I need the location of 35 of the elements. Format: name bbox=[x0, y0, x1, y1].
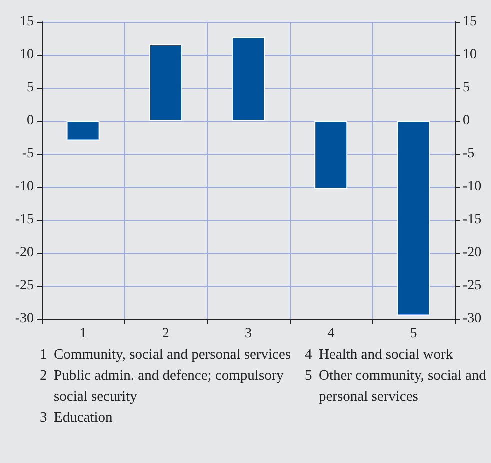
text: 3 Education bbox=[40, 409, 113, 428]
y2-tick-label: 15 bbox=[463, 14, 477, 30]
y2-tick-label: 10 bbox=[463, 48, 477, 62]
y2-tick-label: -30 bbox=[463, 312, 482, 326]
text: 2 Public admin. and defence; compulsory social security bbox=[40, 367, 285, 407]
y-tick-label: 5 bbox=[27, 80, 34, 96]
x-tick-label: 5 bbox=[410, 326, 418, 342]
bar bbox=[232, 37, 266, 121]
bar bbox=[149, 44, 182, 121]
y-tick-label: 15 bbox=[20, 14, 34, 30]
y-tick-label: 0 bbox=[27, 114, 34, 128]
y-tick-label: -30 bbox=[15, 312, 34, 326]
y2-tick-label: 5 bbox=[463, 80, 470, 96]
y-tick-label: -5 bbox=[22, 146, 34, 162]
y2-tick-label: -10 bbox=[463, 180, 482, 194]
y-tick-label: -15 bbox=[15, 212, 34, 228]
bar bbox=[66, 121, 100, 141]
y2-tick-label: -5 bbox=[463, 146, 475, 162]
bar bbox=[397, 121, 430, 316]
x-tick-label: 4 bbox=[328, 326, 335, 342]
y-tick-label: -10 bbox=[15, 180, 34, 194]
y-tick-label: -25 bbox=[15, 278, 34, 294]
y2-tick-label: 0 bbox=[463, 114, 470, 128]
bar bbox=[314, 121, 348, 189]
text: 4 Health and social work bbox=[305, 346, 454, 365]
x-tick-label: 2 bbox=[162, 326, 170, 342]
y-tick-label: -20 bbox=[15, 246, 34, 260]
x-tick-label: 1 bbox=[80, 326, 87, 342]
y-tick-label: 10 bbox=[20, 48, 34, 62]
text: 1 Community, social and personal services bbox=[40, 346, 292, 365]
y2-tick-label: -25 bbox=[463, 278, 482, 294]
text: 5 Other community, social and personal services bbox=[305, 367, 488, 407]
y2-tick-label: -20 bbox=[463, 246, 482, 260]
x-tick-label: 3 bbox=[245, 326, 252, 342]
y2-tick-label: -15 bbox=[463, 212, 482, 228]
